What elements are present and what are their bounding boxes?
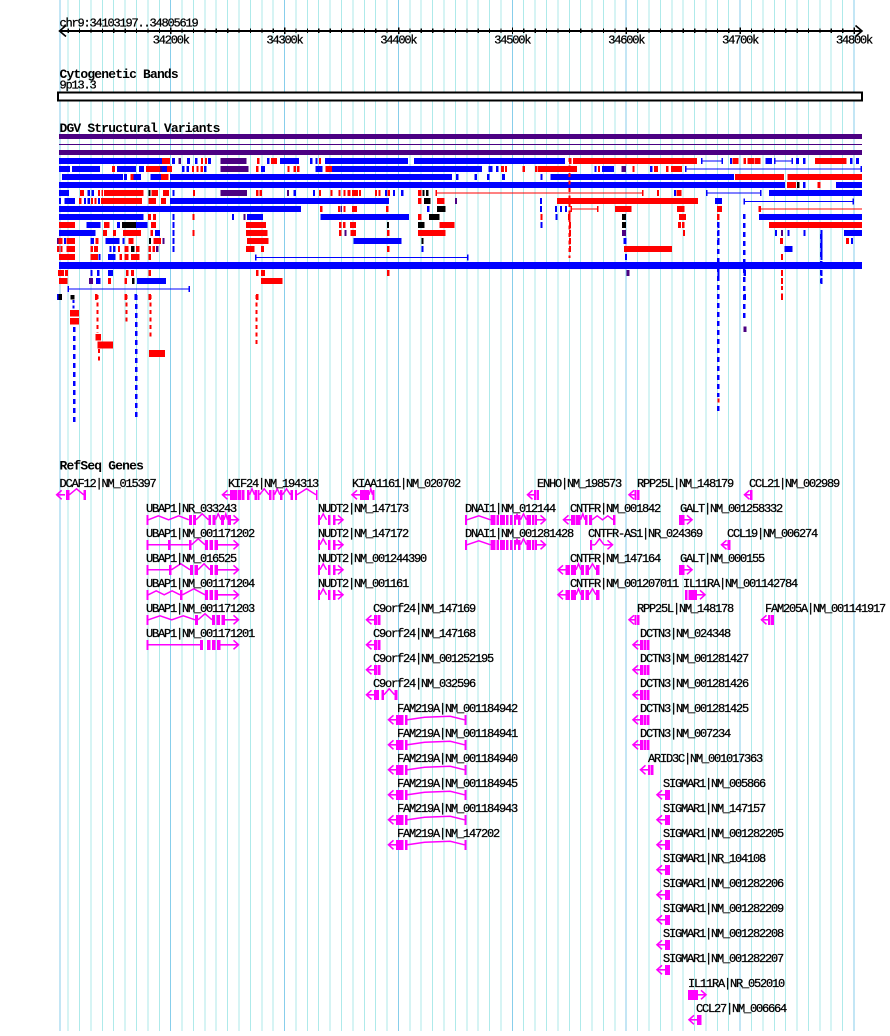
- svg-text:Cytogenetic Bands: Cytogenetic Bands: [60, 67, 179, 82]
- svg-text:GALT|NM_000155: GALT|NM_000155: [680, 552, 765, 566]
- svg-text:C9orf24|NM_147169: C9orf24|NM_147169: [373, 602, 476, 616]
- svg-text:UBAP1|NM_001171202: UBAP1|NM_001171202: [146, 527, 255, 541]
- svg-text:chr9:34103197..34805619: chr9:34103197..34805619: [60, 17, 199, 31]
- svg-text:DCTN3|NM_024348: DCTN3|NM_024348: [640, 627, 731, 641]
- svg-text:SIGMAR1|NM_001282208: SIGMAR1|NM_001282208: [663, 927, 784, 941]
- svg-text:CCL21|NM_002989: CCL21|NM_002989: [749, 477, 840, 491]
- svg-text:34800k: 34800k: [836, 33, 873, 47]
- svg-text:34500k: 34500k: [494, 33, 531, 47]
- svg-text:NUDT2|NM_147172: NUDT2|NM_147172: [318, 527, 409, 541]
- svg-text:RPP25L|NM_148178: RPP25L|NM_148178: [637, 602, 734, 616]
- svg-text:FAM219A|NM_001184941: FAM219A|NM_001184941: [397, 727, 518, 741]
- svg-text:RefSeq Genes: RefSeq Genes: [60, 458, 145, 473]
- svg-text:DNAI1|NM_001281428: DNAI1|NM_001281428: [465, 527, 574, 541]
- svg-text:DCAF12|NM_015397: DCAF12|NM_015397: [60, 477, 157, 491]
- svg-text:34600k: 34600k: [608, 33, 645, 47]
- svg-text:UBAP1|NR_033243: UBAP1|NR_033243: [146, 502, 237, 516]
- svg-text:DNAI1|NM_012144: DNAI1|NM_012144: [465, 502, 556, 516]
- svg-text:DCTN3|NM_007234: DCTN3|NM_007234: [640, 727, 731, 741]
- svg-text:FAM219A|NM_001184942: FAM219A|NM_001184942: [397, 702, 518, 716]
- svg-text:C9orf24|NM_032596: C9orf24|NM_032596: [373, 677, 476, 691]
- svg-text:C9orf24|NM_001252195: C9orf24|NM_001252195: [373, 652, 494, 666]
- svg-text:NUDT2|NM_001244390: NUDT2|NM_001244390: [318, 552, 427, 566]
- svg-text:34200k: 34200k: [153, 33, 190, 47]
- svg-text:SIGMAR1|NM_147157: SIGMAR1|NM_147157: [663, 802, 766, 816]
- svg-text:ARID3C|NM_001017363: ARID3C|NM_001017363: [648, 752, 763, 766]
- svg-text:SIGMAR1|NM_001282206: SIGMAR1|NM_001282206: [663, 877, 784, 891]
- svg-text:CNTFR-AS1|NR_024369: CNTFR-AS1|NR_024369: [588, 527, 703, 541]
- svg-text:9p13.3: 9p13.3: [60, 79, 97, 93]
- svg-text:34700k: 34700k: [722, 33, 759, 47]
- svg-text:FAM219A|NM_001184940: FAM219A|NM_001184940: [397, 752, 518, 766]
- svg-text:SIGMAR1|NM_001282207: SIGMAR1|NM_001282207: [663, 952, 784, 966]
- svg-text:FAM205A|NM_001141917: FAM205A|NM_001141917: [765, 602, 886, 616]
- svg-text:34300k: 34300k: [267, 33, 304, 47]
- svg-text:CNTFR|NM_001842: CNTFR|NM_001842: [570, 502, 661, 516]
- svg-text:34400k: 34400k: [380, 33, 417, 47]
- svg-text:DCTN3|NM_001281425: DCTN3|NM_001281425: [640, 702, 749, 716]
- svg-text:SIGMAR1|NR_104108: SIGMAR1|NR_104108: [663, 852, 766, 866]
- svg-text:DCTN3|NM_001281427: DCTN3|NM_001281427: [640, 652, 749, 666]
- svg-text:UBAP1|NM_001171204: UBAP1|NM_001171204: [146, 577, 255, 591]
- svg-text:ENHO|NM_198573: ENHO|NM_198573: [537, 477, 622, 491]
- svg-text:NUDT2|NM_001161: NUDT2|NM_001161: [318, 577, 409, 591]
- svg-text:UBAP1|NM_001171203: UBAP1|NM_001171203: [146, 602, 255, 616]
- svg-text:CNTFR|NM_001207011: CNTFR|NM_001207011: [570, 577, 679, 591]
- svg-text:DCTN3|NM_001281426: DCTN3|NM_001281426: [640, 677, 749, 691]
- svg-text:FAM219A|NM_147202: FAM219A|NM_147202: [397, 827, 500, 841]
- svg-text:CCL27|NM_006664: CCL27|NM_006664: [696, 1002, 787, 1016]
- svg-text:KIF24|NM_194313: KIF24|NM_194313: [228, 477, 319, 491]
- svg-text:UBAP1|NM_001171201: UBAP1|NM_001171201: [146, 627, 255, 641]
- svg-text:IL11RA|NM_001142784: IL11RA|NM_001142784: [683, 577, 798, 591]
- svg-text:RPP25L|NM_148179: RPP25L|NM_148179: [637, 477, 734, 491]
- svg-text:SIGMAR1|NM_001282209: SIGMAR1|NM_001282209: [663, 902, 784, 916]
- svg-text:IL11RA|NR_052010: IL11RA|NR_052010: [688, 977, 785, 991]
- svg-text:FAM219A|NM_001184943: FAM219A|NM_001184943: [397, 802, 518, 816]
- svg-text:CNTFR|NM_147164: CNTFR|NM_147164: [570, 552, 661, 566]
- svg-text:NUDT2|NM_147173: NUDT2|NM_147173: [318, 502, 409, 516]
- svg-text:GALT|NM_001258332: GALT|NM_001258332: [680, 502, 783, 516]
- svg-text:C9orf24|NM_147168: C9orf24|NM_147168: [373, 627, 476, 641]
- svg-text:UBAP1|NM_016525: UBAP1|NM_016525: [146, 552, 237, 566]
- svg-text:FAM219A|NM_001184945: FAM219A|NM_001184945: [397, 777, 518, 791]
- svg-text:DGV Structural Variants: DGV Structural Variants: [60, 121, 221, 136]
- svg-text:SIGMAR1|NM_001282205: SIGMAR1|NM_001282205: [663, 827, 784, 841]
- svg-text:CCL19|NM_006274: CCL19|NM_006274: [727, 527, 818, 541]
- svg-text:KIAA1161|NM_020702: KIAA1161|NM_020702: [352, 477, 461, 491]
- svg-text:SIGMAR1|NM_005866: SIGMAR1|NM_005866: [663, 777, 766, 791]
